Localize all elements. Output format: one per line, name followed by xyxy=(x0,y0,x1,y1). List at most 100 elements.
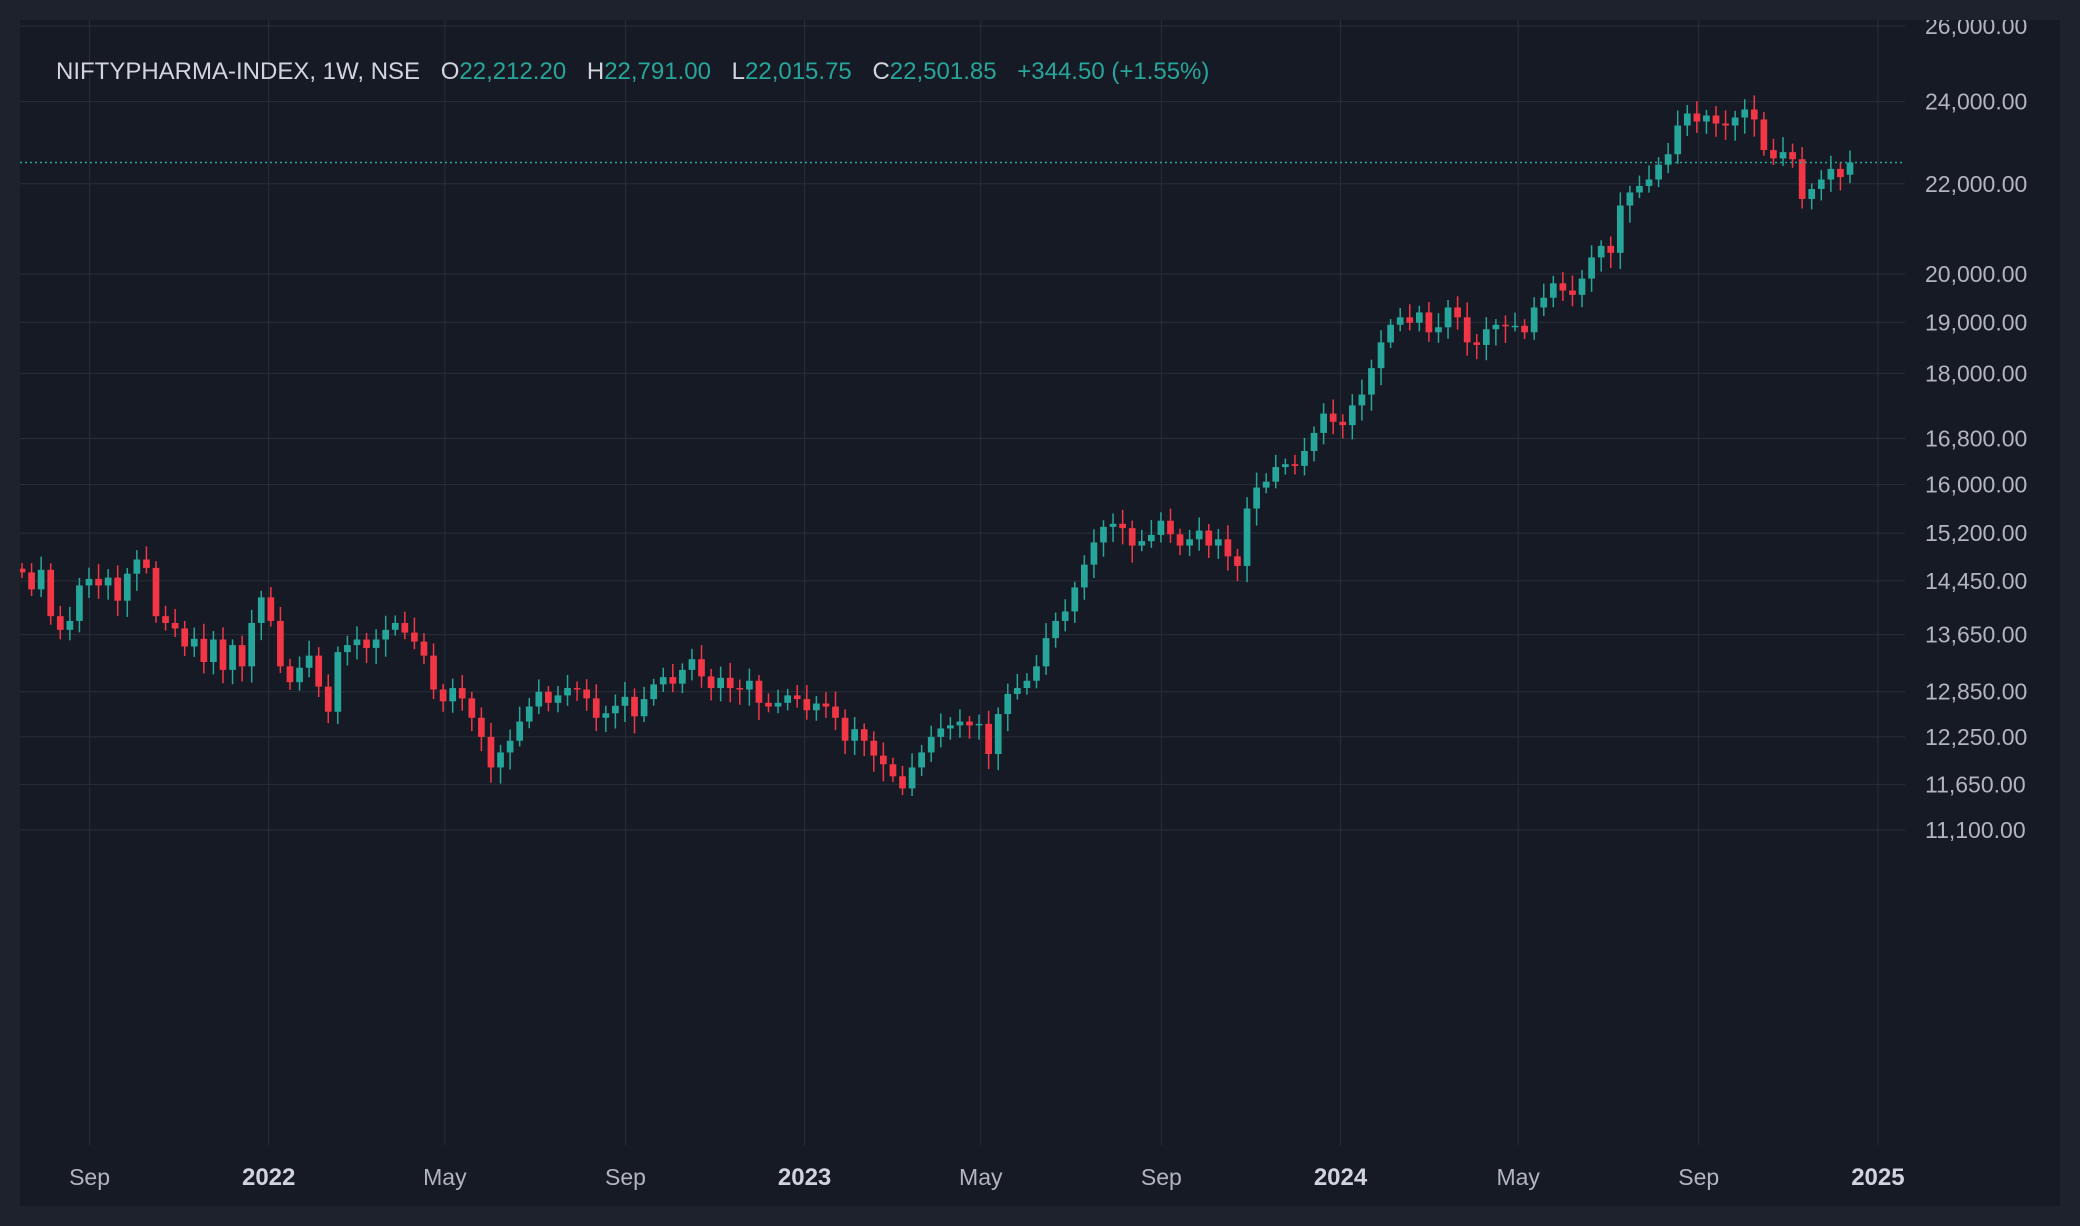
candle-body xyxy=(822,703,830,707)
candle-body xyxy=(516,721,524,741)
candle-body xyxy=(1521,325,1528,333)
candle-body xyxy=(1578,278,1586,295)
candle-body xyxy=(525,706,533,722)
candle-body xyxy=(152,567,160,617)
x-tick-label: 2023 xyxy=(778,1164,831,1191)
candle-body xyxy=(621,696,629,706)
candle-body xyxy=(1128,528,1136,546)
candle-body xyxy=(1540,297,1548,308)
candle-body xyxy=(210,639,217,663)
candle-body xyxy=(554,695,562,703)
candle-body xyxy=(506,740,514,753)
candle-body xyxy=(1147,534,1155,542)
candle-body xyxy=(47,569,55,617)
candle-body xyxy=(1846,162,1854,175)
y-tick-label: 16,800.00 xyxy=(1925,426,2027,452)
candle-body xyxy=(315,655,323,687)
candle-body xyxy=(1348,405,1356,426)
x-tick-label: 2025 xyxy=(1851,1164,1904,1191)
candle-body xyxy=(1559,283,1567,291)
candle-body xyxy=(1109,523,1117,527)
candle-body xyxy=(353,639,361,646)
candle-body xyxy=(1406,317,1414,323)
high-label: H xyxy=(586,58,605,85)
candle-body xyxy=(851,729,858,741)
candle-body xyxy=(927,736,935,753)
candle-body xyxy=(793,695,801,700)
candle-body xyxy=(1396,317,1404,325)
candle-body xyxy=(1090,542,1098,565)
candle-body xyxy=(1693,113,1701,122)
candle-body xyxy=(420,641,428,656)
candle-body xyxy=(229,645,236,670)
candle-body xyxy=(592,698,600,718)
candle-body xyxy=(1071,587,1079,612)
candle-body xyxy=(947,725,954,729)
candle-body xyxy=(679,669,686,684)
x-tick-label: 2022 xyxy=(242,1164,295,1191)
candle-body xyxy=(20,568,26,573)
candle-body xyxy=(363,639,370,648)
change-value: +344.50 (+1.55%) xyxy=(1017,58,1210,85)
candle-body xyxy=(1253,487,1260,509)
candlestick-chart[interactable]: 26,000.00 24,000.00 22,000.00 20,000.00 19,0… xyxy=(20,20,2060,1206)
candle-body xyxy=(324,686,332,712)
candle-body xyxy=(1664,154,1672,165)
candle-body xyxy=(1683,113,1691,126)
x-tick-label: Sep xyxy=(605,1164,646,1190)
candle-body xyxy=(1817,179,1825,189)
candle-body xyxy=(1827,168,1835,180)
candle-body xyxy=(1789,152,1796,160)
y-tick-label: 16,000.00 xyxy=(1925,472,2027,498)
candle-body xyxy=(1798,159,1806,199)
close-value: 22,501.85 xyxy=(889,58,997,85)
candle-body xyxy=(1588,257,1595,279)
candle-body xyxy=(736,688,744,690)
low-value: 22,015.75 xyxy=(745,58,852,85)
chart-pane[interactable]: 26,000.00 24,000.00 22,000.00 20,000.00 19,0… xyxy=(20,20,2060,1206)
candle-body xyxy=(1339,421,1347,426)
candle-body xyxy=(1023,680,1031,689)
candle-body xyxy=(344,645,351,653)
candle-body xyxy=(1080,564,1088,588)
candle-body xyxy=(1750,109,1758,120)
candle-body xyxy=(1329,413,1337,422)
candle-body xyxy=(1712,115,1720,124)
y-tick-label: 14,450.00 xyxy=(1925,568,2027,594)
close-label: C xyxy=(872,58,890,85)
candle-body xyxy=(1626,192,1634,206)
candle-body xyxy=(296,667,303,683)
candle-body xyxy=(1636,185,1643,193)
candle-body xyxy=(1033,666,1040,681)
candle-body xyxy=(257,597,265,623)
candle-body xyxy=(573,688,581,690)
candle-body xyxy=(612,705,619,714)
symbol-label[interactable]: NIFTYPHARMA-INDEX, 1W, NSE xyxy=(56,58,421,85)
candle-body xyxy=(631,696,638,717)
candle-body xyxy=(1243,508,1251,566)
candle-body xyxy=(860,729,868,741)
candle-body xyxy=(85,578,93,586)
candle-body xyxy=(1492,324,1500,330)
candle-body xyxy=(1157,520,1165,535)
candle-body xyxy=(1186,539,1193,546)
candle-body xyxy=(966,721,973,726)
candle-body xyxy=(1731,117,1739,126)
candle-body xyxy=(382,629,390,640)
candle-body xyxy=(1779,152,1787,159)
candle-body xyxy=(832,706,839,718)
candle-body xyxy=(1004,693,1012,715)
candle-body xyxy=(918,752,925,768)
y-tick-label: 13,650.00 xyxy=(1925,622,2027,648)
candle-body xyxy=(1100,526,1107,543)
candle-body xyxy=(1224,539,1232,557)
candle-body xyxy=(1722,123,1729,126)
y-tick-label: 22,000.00 xyxy=(1925,171,2027,197)
candle-body xyxy=(478,717,485,737)
y-tick-label: 12,850.00 xyxy=(1925,679,2027,705)
candle-body xyxy=(994,714,1002,754)
candle-body xyxy=(171,622,179,629)
candle-body xyxy=(1377,342,1385,369)
candle-body xyxy=(1320,413,1327,433)
